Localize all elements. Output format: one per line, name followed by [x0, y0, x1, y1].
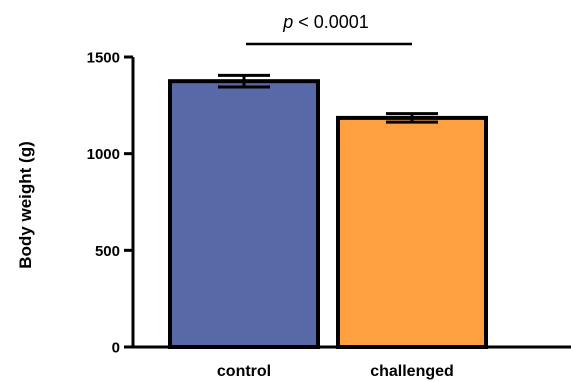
significance-label: p < 0.0001 — [282, 12, 369, 32]
x-tick-label-control: control — [217, 363, 271, 380]
bar-control — [168, 79, 320, 350]
p-symbol: p — [282, 12, 293, 32]
axes-group: control challenged 0 500 1000 1500 — [87, 50, 571, 380]
p-value-text: < 0.0001 — [293, 12, 369, 32]
bar-challenged — [336, 115, 488, 350]
x-tick-label-challenged: challenged — [370, 363, 454, 380]
bars-group — [168, 73, 488, 350]
y-axis-title: Body weight (g) — [16, 141, 35, 268]
y-tick-label-1500: 1500 — [87, 50, 120, 67]
y-tick-label-500: 500 — [95, 243, 120, 260]
y-tick-label-0: 0 — [112, 340, 120, 357]
y-tick-label-1000: 1000 — [87, 146, 120, 163]
